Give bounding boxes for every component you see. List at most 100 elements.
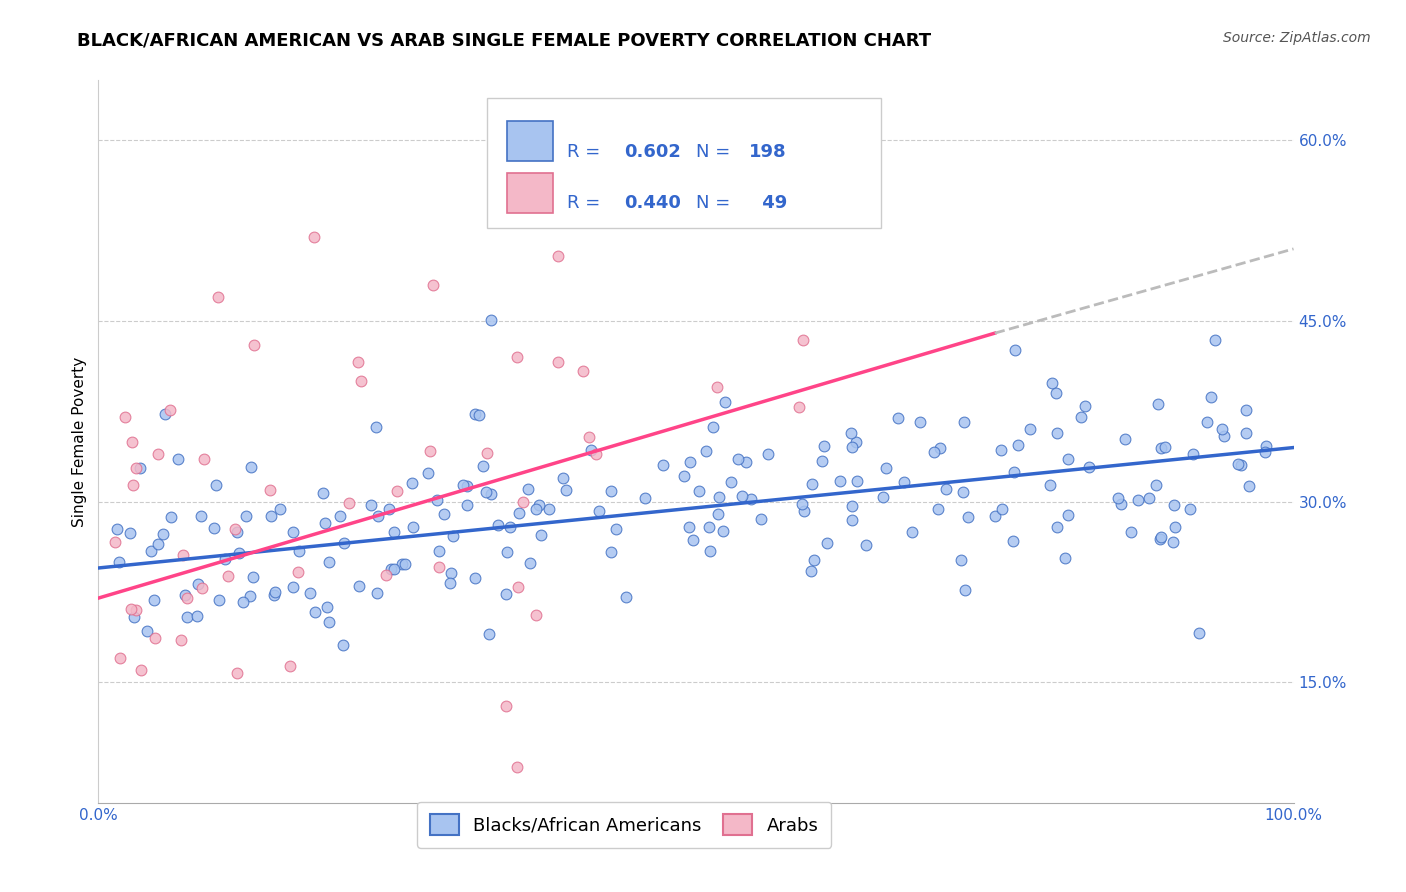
Point (952, 484, 974, 499)
Point (479, 487, 502, 501)
Point (263, 588, 285, 602)
Point (167, 451, 190, 466)
Point (225, 525, 247, 540)
Point (846, 475, 869, 489)
Point (259, 483, 281, 497)
Point (377, 502, 399, 516)
Point (142, 593, 165, 607)
Point (299, 586, 322, 600)
Point (599, 484, 621, 499)
Point (506, 350, 529, 364)
Bar (508, 173, 553, 212)
Point (1114, 432, 1136, 446)
Point (845, 434, 868, 449)
Point (441, 529, 464, 543)
Point (1109, 498, 1132, 512)
Point (401, 476, 423, 491)
Point (578, 430, 600, 444)
Point (205, 478, 228, 492)
Point (499, 520, 522, 534)
Point (990, 442, 1012, 457)
Point (1147, 397, 1170, 411)
Point (922, 445, 945, 459)
Point (928, 441, 950, 455)
Point (720, 475, 742, 489)
Point (159, 509, 181, 524)
Point (1046, 425, 1069, 440)
Point (811, 454, 834, 468)
Point (1070, 410, 1092, 425)
Text: 49: 49 (756, 194, 787, 212)
Point (148, 446, 170, 460)
Point (893, 475, 915, 489)
Point (554, 483, 576, 497)
Point (530, 528, 553, 542)
Point (385, 484, 408, 499)
Point (839, 425, 862, 440)
FancyBboxPatch shape (486, 98, 882, 228)
Point (1204, 333, 1226, 347)
Point (1163, 498, 1185, 512)
Point (495, 587, 517, 601)
Point (1054, 550, 1077, 565)
Point (191, 581, 214, 595)
Point (547, 249, 569, 263)
Text: R =: R = (567, 194, 606, 212)
Point (464, 407, 486, 421)
Point (159, 403, 181, 417)
Point (422, 277, 444, 292)
Point (1211, 422, 1233, 436)
Point (312, 486, 335, 500)
Point (735, 454, 758, 468)
Point (394, 557, 416, 571)
Point (287, 565, 309, 579)
Point (793, 504, 815, 518)
Point (1019, 422, 1042, 436)
Point (1199, 390, 1222, 404)
Point (288, 544, 311, 558)
Point (350, 375, 373, 389)
Point (391, 557, 413, 571)
Point (347, 579, 370, 593)
Point (243, 338, 266, 352)
Point (382, 524, 405, 539)
Text: BLACK/AFRICAN AMERICAN VS ARAB SINGLE FEMALE POVERTY CORRELATION CHART: BLACK/AFRICAN AMERICAN VS ARAB SINGLE FE… (77, 31, 931, 49)
Point (508, 506, 530, 520)
Point (1046, 520, 1069, 534)
Point (260, 509, 283, 524)
Point (579, 442, 602, 457)
Text: 0.602: 0.602 (624, 143, 681, 161)
Text: N =: N = (696, 143, 735, 161)
Point (1045, 386, 1067, 401)
Point (224, 522, 246, 536)
Point (506, 760, 529, 774)
Point (927, 502, 949, 516)
Point (1154, 440, 1177, 454)
Point (193, 451, 215, 466)
Point (956, 510, 979, 524)
Point (152, 526, 174, 541)
Point (235, 509, 257, 524)
Point (232, 595, 254, 609)
Point (1077, 460, 1099, 475)
Point (202, 521, 225, 535)
Point (170, 633, 193, 648)
Point (908, 416, 931, 430)
Point (121, 435, 143, 450)
Point (749, 511, 772, 525)
Point (207, 290, 229, 304)
Point (471, 459, 494, 474)
Point (678, 519, 700, 533)
Point (269, 502, 291, 516)
Point (855, 538, 877, 552)
Point (451, 478, 474, 492)
Point (1107, 491, 1129, 505)
Point (841, 440, 863, 454)
Point (107, 555, 129, 569)
Point (672, 469, 695, 483)
Point (935, 482, 957, 496)
Point (217, 569, 239, 583)
Point (841, 499, 863, 513)
Point (697, 520, 720, 534)
Point (125, 460, 148, 475)
